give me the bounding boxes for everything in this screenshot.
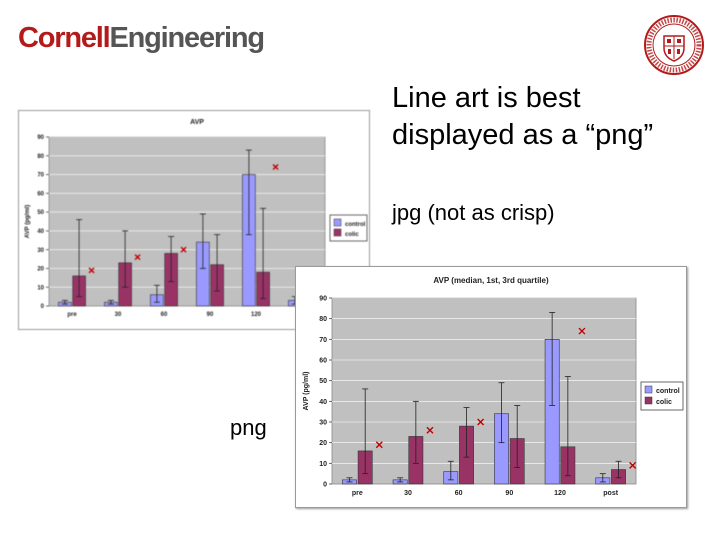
- x-marker: [477, 418, 485, 426]
- headline-line-2: displayed as a “png”: [392, 119, 654, 151]
- y-tick-label: 70: [319, 337, 327, 344]
- y-tick-label: 10: [319, 461, 327, 468]
- y-tick-label: 80: [319, 316, 327, 323]
- y-axis-label: AVP (pg/ml): [303, 371, 310, 410]
- y-tick-label: 60: [319, 357, 327, 364]
- logo-engineering-text: Engineering: [109, 22, 266, 54]
- x-tick-label: 30: [404, 490, 412, 497]
- x-marker: [426, 426, 434, 434]
- y-tick-label: 50: [37, 210, 44, 216]
- legend-label-colic: colic: [656, 399, 672, 406]
- x-tick-label: 120: [554, 490, 566, 497]
- x-tick-label: post: [603, 490, 618, 497]
- x-tick-label: 30: [115, 312, 122, 318]
- x-marker: [180, 246, 187, 253]
- y-tick-label: 0: [323, 481, 327, 488]
- x-marker: [272, 164, 279, 171]
- headline-line-1: Line art is best: [392, 82, 581, 114]
- x-tick-label: 60: [161, 312, 168, 318]
- jpg-chart: AVP 0 10 20 30 40 50 60 70 80 90 AVP (pg/ml) pre 30 60…: [25, 119, 368, 318]
- y-tick-label: 0: [41, 304, 45, 310]
- y-tick-label: 20: [37, 267, 44, 273]
- logo-cornell-text: Cornell: [18, 22, 111, 54]
- y-axis-label: AVP (pg/ml): [25, 205, 31, 238]
- x-marker: [629, 461, 637, 469]
- chart-title: AVP (median, 1st, 3rd quartile): [433, 276, 549, 285]
- x-tick-label: 60: [455, 490, 463, 497]
- plot-area: [48, 136, 326, 307]
- legend-label-control: control: [656, 388, 680, 395]
- y-tick-label: 60: [37, 191, 44, 197]
- x-marker: [134, 254, 141, 261]
- y-tick-label: 90: [37, 135, 44, 141]
- y-tick-label: 40: [319, 399, 327, 406]
- legend-swatch-colic: [333, 228, 342, 237]
- x-marker: [88, 267, 95, 274]
- y-tick-label: 10: [37, 285, 44, 291]
- png-chart: AVP (median, 1st, 3rd quartile) 0 10 20 30 40…: [303, 276, 684, 497]
- png-chart-image: AVP (median, 1st, 3rd quartile) 0 10 20 30 40…: [295, 266, 687, 508]
- legend-label-colic: colic: [345, 232, 359, 238]
- y-tick-label: 20: [319, 440, 327, 447]
- y-tick-label: 30: [319, 419, 327, 426]
- x-tick-label: 90: [207, 312, 214, 318]
- y-tick-label: 90: [319, 295, 327, 302]
- cornell-engineering-logo: CornellEngineering: [18, 22, 266, 54]
- cornell-seal-icon: [644, 15, 704, 75]
- chart-title: AVP: [190, 119, 204, 126]
- y-tick-label: 30: [37, 248, 44, 254]
- legend-swatch-colic: [644, 396, 653, 405]
- x-tick-label: pre: [67, 312, 77, 318]
- x-marker: [578, 327, 586, 335]
- x-tick-label: 90: [505, 490, 513, 497]
- jpg-label: jpg (not as crisp): [392, 200, 555, 225]
- y-tick-label: 40: [37, 229, 44, 235]
- legend-swatch-control: [644, 385, 653, 394]
- y-tick-label: 50: [319, 378, 327, 385]
- plot-area: [331, 297, 637, 485]
- x-tick-label: pre: [352, 490, 363, 497]
- slide-headline: Line art is best displayed as a “png”: [392, 80, 712, 154]
- y-tick-label: 80: [37, 154, 44, 160]
- png-label: png: [230, 415, 267, 440]
- x-marker: [375, 441, 383, 449]
- legend-swatch-control: [333, 218, 342, 227]
- legend-label-control: control: [345, 222, 366, 228]
- x-tick-label: 120: [251, 312, 262, 318]
- y-tick-label: 70: [37, 173, 44, 179]
